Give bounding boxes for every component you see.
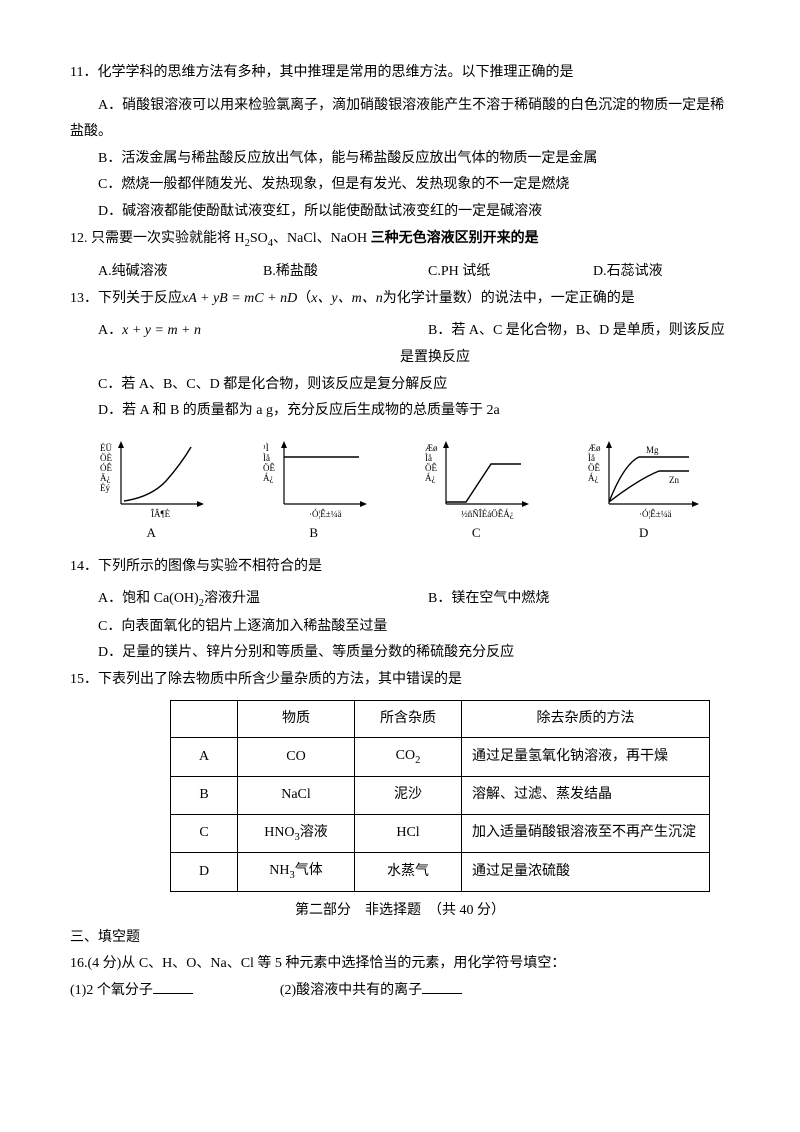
th-2: 所含杂质 (355, 700, 462, 738)
svg-text:Éý: Éý (100, 483, 110, 493)
q13-opt-b: B．若 A、C 是化合物，B、D 是单质，则该反应是置换反应 (400, 318, 730, 371)
table-row: C HNO3溶液 HCl 加入适量硝酸银溶液至不再产生沉淀 (171, 814, 710, 853)
chart-c-svg: ÆøÌåÖÊÁ¿ ½ñÑÎÉáÖÊÁ¿ (421, 439, 531, 519)
q11-opt-a: A．硝酸银溶液可以用来检验氯离子，滴加硝酸银溶液能产生不溶于稀硝酸的白色沉淀的物… (70, 93, 730, 146)
svg-text:ÖÈ: ÖÈ (100, 453, 112, 463)
chart-a-svg: ÉÜÖÈÓÊÄ¿Éý ÎÂ¶È (96, 439, 206, 519)
q15-table: 物质 所含杂质 除去杂质的方法 A CO CO2 通过足量氢氧化钠溶液，再干燥 … (170, 700, 710, 892)
q13-opt-c: C．若 A、B、C、D 都是化合物，则该反应是复分解反应 (70, 372, 730, 399)
charts-row: ÉÜÖÈÓÊÄ¿Éý ÎÂ¶È A ¹ÌÌåÖÊÁ¿ ·Ó¦Ê±¼ä B ÆøÌ… (70, 439, 730, 546)
th-0 (171, 700, 238, 738)
chart-b-svg: ¹ÌÌåÖÊÁ¿ ·Ó¦Ê±¼ä (259, 439, 369, 519)
q12-opt-d: D.石蕊试液 (565, 259, 730, 286)
q16-sub1: (1)2 个氧分子 (70, 983, 153, 998)
svg-text:Æø: Æø (588, 443, 601, 453)
q13-mid: （ (297, 291, 311, 306)
svg-text:Mg: Mg (646, 445, 659, 455)
svg-text:Á¿: Á¿ (588, 473, 599, 483)
q12-opt-a: A.纯碱溶液 (70, 259, 235, 286)
q13-eq: xA + yB = mC + nD (182, 291, 297, 306)
svg-text:Ìå: Ìå (588, 453, 595, 463)
q11-stem: 11．化学学科的思维方法有多种，其中推理是常用的思维方法。以下推理正确的是 (70, 60, 730, 87)
q16-stem: 16.(4 分)从 C、H、O、Na、Cl 等 5 种元素中选择恰当的元素，用化… (70, 951, 730, 978)
svg-text:Ä¿: Ä¿ (100, 473, 111, 483)
svg-text:½ñÑÎÉáÖÊÁ¿: ½ñÑÎÉáÖÊÁ¿ (461, 509, 514, 519)
q14-opt-a: A．饱和 Ca(OH)2溶液升温 (70, 586, 400, 614)
table-row: D NH3气体 水蒸气 通过足量浓硫酸 (171, 853, 710, 892)
q12-pre: 12. 只需要一次 (70, 231, 161, 246)
chart-c-label: C (421, 521, 531, 546)
table-row: B NaCl 泥沙 溶解、过滤、蒸发结晶 (171, 776, 710, 814)
q14-stem: 14．下列所示的图像与实验不相符合的是 (70, 554, 730, 581)
part2-title: 第二部分 非选择题 （共 40 分） (70, 898, 730, 925)
chart-c: ÆøÌåÖÊÁ¿ ½ñÑÎÉáÖÊÁ¿ C (421, 439, 531, 546)
q13-post: 为化学计量数）的说法中，一定正确的是 (383, 291, 635, 306)
q16-sub2: (2)酸溶液中共有的离子 (280, 983, 422, 998)
svg-text:·Ó¦Ê±¼ä: ·Ó¦Ê±¼ä (639, 509, 671, 519)
q12-m3: 、NaCl、NaOH (273, 231, 371, 246)
svg-text:ÖÊ: ÖÊ (425, 463, 437, 473)
q12-m2: SO (250, 231, 268, 246)
svg-text:Ìå: Ìå (425, 453, 432, 463)
svg-text:ÖÊ: ÖÊ (588, 463, 600, 473)
q14-opt-c: C．向表面氧化的铝片上逐滴加入稀盐酸至过量 (70, 614, 730, 641)
q13-row-ab: A．x + y = m + n B．若 A、C 是化合物，B、D 是单质，则该反… (70, 318, 730, 371)
chart-d: ÆøÌåÖÊÁ¿ Mg Zn ·Ó¦Ê±¼ä D (584, 439, 704, 546)
q13-stem: 13．下列关于反应xA + yB = mC + nD（x、y、m、n为化学计量数… (70, 286, 730, 313)
q12-b2: 三种无色溶液区别开来的是 (371, 231, 539, 246)
svg-text:Æø: Æø (425, 443, 438, 453)
q14-row-ab: A．饱和 Ca(OH)2溶液升温 B．镁在空气中燃烧 (70, 586, 730, 614)
q12-opt-b: B.稀盐酸 (235, 259, 400, 286)
q11-opt-c: C．燃烧一般都伴随发光、发热现象，但是有发光、发热现象的不一定是燃烧 (70, 172, 730, 199)
q13-pre: 13．下列关于反应 (70, 291, 182, 306)
svg-text:ÉÜ: ÉÜ (100, 443, 112, 453)
q13-opt-a: A．x + y = m + n (70, 318, 400, 371)
svg-text:Á¿: Á¿ (263, 473, 274, 483)
blank-1[interactable] (153, 979, 193, 994)
blank-2[interactable] (422, 979, 462, 994)
q15-stem: 15．下表列出了除去物质中所含少量杂质的方法，其中错误的是 (70, 667, 730, 694)
q12-b1: 实验就能将 (161, 231, 231, 246)
th-3: 除去杂质的方法 (462, 700, 710, 738)
svg-text:ÖÊ: ÖÊ (263, 463, 275, 473)
svg-text:·Ó¦Ê±¼ä: ·Ó¦Ê±¼ä (309, 509, 341, 519)
chart-d-label: D (584, 521, 704, 546)
chart-d-svg: ÆøÌåÖÊÁ¿ Mg Zn ·Ó¦Ê±¼ä (584, 439, 704, 519)
svg-text:ÎÂ¶È: ÎÂ¶È (151, 509, 171, 519)
q11-opt-d: D．碱溶液都能使酚酞试液变红，所以能使酚酞试液变红的一定是碱溶液 (70, 199, 730, 226)
section3-title: 三、填空题 (70, 925, 730, 952)
table-header-row: 物质 所含杂质 除去杂质的方法 (171, 700, 710, 738)
q11-opt-b: B．活泼金属与稀盐酸反应放出气体，能与稀盐酸反应放出气体的物质一定是金属 (70, 146, 730, 173)
q12-stem: 12. 只需要一次实验就能将 H2SO4、NaCl、NaOH 三种无色溶液区别开… (70, 226, 730, 254)
svg-text:ÓÊ: ÓÊ (100, 463, 112, 473)
svg-text:Á¿: Á¿ (425, 473, 436, 483)
q12-m1: H (231, 231, 245, 246)
th-1: 物质 (238, 700, 355, 738)
q14-opt-d: D．足量的镁片、锌片分别和等质量、等质量分数的稀硫酸充分反应 (70, 640, 730, 667)
q12-opts: A.纯碱溶液 B.稀盐酸 C.PH 试纸 D.石蕊试液 (70, 259, 730, 286)
chart-a: ÉÜÖÈÓÊÄ¿Éý ÎÂ¶È A (96, 439, 206, 546)
table-row: A CO CO2 通过足量氢氧化钠溶液，再干燥 (171, 738, 710, 777)
chart-b: ¹ÌÌåÖÊÁ¿ ·Ó¦Ê±¼ä B (259, 439, 369, 546)
chart-b-label: B (259, 521, 369, 546)
svg-text:¹Ì: ¹Ì (263, 443, 269, 453)
q13-opt-d: D．若 A 和 B 的质量都为 a g，充分反应后生成物的总质量等于 2a (70, 398, 730, 425)
chart-a-label: A (96, 521, 206, 546)
q14-opt-b: B．镁在空气中燃烧 (400, 586, 730, 614)
svg-text:Zn: Zn (669, 475, 679, 485)
q12-opt-c: C.PH 试纸 (400, 259, 565, 286)
svg-text:Ìå: Ìå (263, 453, 270, 463)
q13-vars: x、y、m、n (311, 291, 383, 306)
q16-subs: (1)2 个氧分子 (2)酸溶液中共有的离子 (70, 978, 730, 1005)
